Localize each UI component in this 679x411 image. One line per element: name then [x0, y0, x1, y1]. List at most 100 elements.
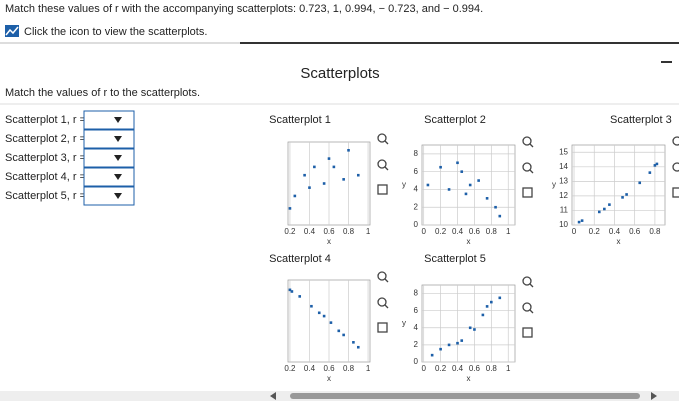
- plot-title: Scatterplot 2: [424, 114, 486, 126]
- open-icon[interactable]: [377, 322, 388, 333]
- zoom-in[interactable]: [522, 136, 534, 148]
- open-icon[interactable]: [522, 187, 533, 198]
- handle: [384, 278, 389, 283]
- x-tick-label: 1: [506, 364, 511, 373]
- plot-title: Scatterplot 4: [269, 253, 331, 265]
- scroll-left[interactable]: [270, 392, 276, 400]
- y-tick-label: 4: [414, 323, 419, 332]
- point: [468, 183, 472, 187]
- r-select[interactable]: [83, 167, 135, 187]
- y-tick-label: 6: [414, 306, 419, 315]
- y-tick-label: 12: [559, 191, 568, 200]
- open-icon[interactable]: [522, 327, 533, 338]
- r-select[interactable]: [83, 110, 135, 130]
- scatter-icon[interactable]: [5, 25, 19, 37]
- point: [456, 341, 459, 345]
- scroll-thumb[interactable]: [290, 393, 640, 399]
- hint[interactable]: Click the icon to view the scatterplots.: [24, 26, 207, 38]
- point: [468, 326, 472, 330]
- point: [464, 192, 468, 196]
- r-select[interactable]: [83, 129, 135, 149]
- r-select[interactable]: [83, 186, 135, 206]
- y-tick-label: 10: [559, 220, 568, 229]
- point: [655, 162, 659, 166]
- point: [648, 171, 652, 174]
- point: [293, 194, 297, 198]
- point: [494, 205, 497, 209]
- zoom-in[interactable]: [377, 271, 389, 283]
- point: [356, 173, 360, 177]
- point: [313, 165, 316, 169]
- point: [329, 321, 333, 324]
- y-tick-label: 8: [414, 289, 419, 298]
- plot-title: Scatterplot 1: [269, 114, 331, 126]
- point: [477, 179, 480, 182]
- match-label: Scatterplot 4, r =: [5, 171, 86, 183]
- y-tick-label: 15: [559, 147, 568, 156]
- handle: [529, 169, 534, 174]
- point: [603, 207, 606, 211]
- dropdown-arrow[interactable]: [114, 155, 122, 161]
- point: [308, 186, 311, 189]
- open-icon[interactable]: [377, 184, 388, 195]
- y-tick-label: 0: [414, 220, 419, 229]
- zoom-out[interactable]: [377, 159, 389, 171]
- dropdown-arrow[interactable]: [114, 136, 122, 142]
- y-tick-label: 4: [414, 185, 419, 194]
- zoom-out[interactable]: [522, 302, 534, 314]
- y-tick-label: 0: [414, 357, 419, 366]
- zoom-out[interactable]: [377, 297, 389, 309]
- zoom-in[interactable]: [522, 276, 534, 288]
- match-label: Scatterplot 1, r =: [5, 114, 86, 126]
- point: [580, 219, 584, 222]
- point: [485, 197, 489, 200]
- point: [460, 339, 464, 342]
- panel-title: Scatterplots: [300, 65, 379, 82]
- y-tick-label: 8: [414, 149, 419, 158]
- match-label: Scatterplot 5, r =: [5, 190, 86, 202]
- handle: [529, 309, 534, 314]
- open-icon[interactable]: [672, 187, 679, 198]
- point: [290, 290, 294, 293]
- y-tick-label: 6: [414, 167, 419, 176]
- point: [327, 157, 331, 160]
- x-tick-label: 0.4: [304, 364, 316, 373]
- lens: [522, 302, 532, 312]
- point: [485, 305, 489, 308]
- x-tick-label: 1: [366, 227, 371, 236]
- zoom-in[interactable]: [377, 133, 389, 145]
- x-tick-label: 0.2: [435, 364, 447, 373]
- dropdown-arrow[interactable]: [114, 117, 122, 123]
- x-tick-label: 0.4: [609, 227, 621, 236]
- zoom-in[interactable]: [672, 136, 679, 147]
- dropdown-arrow[interactable]: [114, 174, 122, 180]
- point: [490, 300, 493, 304]
- zoom-out[interactable]: [522, 162, 534, 174]
- point: [498, 296, 502, 300]
- y-tick-label: 2: [414, 340, 419, 349]
- point: [303, 173, 306, 177]
- point: [456, 161, 459, 165]
- x-tick-label: 0.4: [304, 227, 316, 236]
- point: [625, 193, 628, 196]
- lens: [377, 133, 387, 143]
- point: [322, 182, 326, 185]
- x-tick-label: 0: [572, 227, 577, 236]
- x-axis-label: x: [617, 237, 621, 246]
- point: [638, 181, 642, 185]
- handle: [384, 166, 389, 171]
- lens: [377, 159, 387, 169]
- y-tick-label: 13: [559, 176, 568, 185]
- x-axis-label: x: [327, 237, 331, 246]
- dropdown-arrow[interactable]: [114, 193, 122, 199]
- x-tick-label: 1: [506, 227, 511, 236]
- point: [298, 295, 302, 298]
- r-select[interactable]: [83, 148, 135, 168]
- point: [288, 288, 292, 292]
- zoom-out[interactable]: [672, 162, 679, 173]
- scroll-right[interactable]: [651, 392, 657, 400]
- x-tick-label: 0: [421, 364, 426, 373]
- x-axis-label: x: [327, 374, 331, 383]
- x-tick-label: 0.6: [323, 227, 335, 236]
- point: [621, 196, 624, 199]
